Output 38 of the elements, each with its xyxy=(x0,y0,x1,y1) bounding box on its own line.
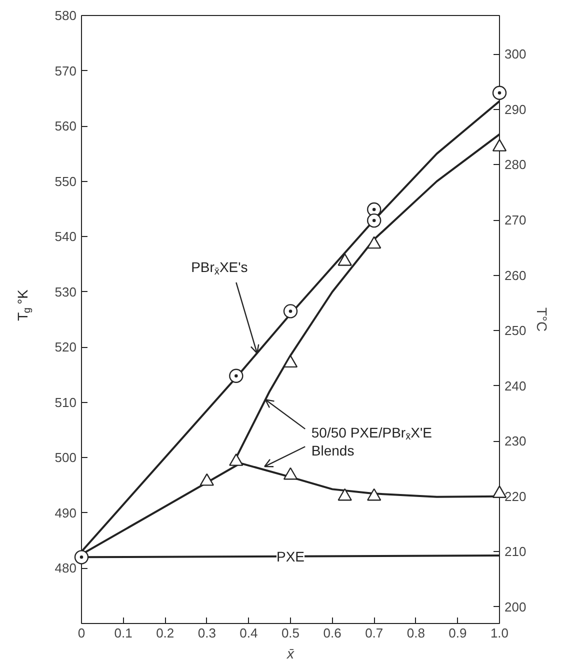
x-tick-label: 0.9 xyxy=(448,626,467,640)
y2-tick-label: 250 xyxy=(504,323,526,338)
y2-tick-label: 260 xyxy=(504,268,526,283)
y-tick-label: 510 xyxy=(54,394,77,410)
x-tick-label: 0 xyxy=(78,626,86,640)
x-axis-title: x̄ xyxy=(286,646,295,662)
y2-tick-label: 220 xyxy=(504,488,526,504)
y2-tick-label: 300 xyxy=(504,46,526,62)
x-tick-label: 0.8 xyxy=(406,626,425,640)
y-tick-label: 490 xyxy=(54,505,77,520)
x-tick-label: 0.6 xyxy=(323,626,342,640)
y2-tick-label: 280 xyxy=(504,157,526,172)
x-tick-label: 0.4 xyxy=(240,626,258,640)
series-label: PXE xyxy=(276,548,305,564)
y2-tick-label: 270 xyxy=(504,212,526,228)
y2-axis-title: T°C xyxy=(534,307,550,332)
x-tick-label: 0.7 xyxy=(365,626,384,640)
y-tick-label: 480 xyxy=(54,560,77,576)
y2-tick-label: 210 xyxy=(504,544,526,560)
y2-tick-label: 290 xyxy=(504,102,526,117)
y2-tick-label: 240 xyxy=(504,378,526,394)
y-tick-label: 540 xyxy=(54,229,77,244)
x-tick-label: 1.0 xyxy=(490,626,509,640)
x-tick-label: 0.3 xyxy=(198,626,216,640)
y-tick-label: 560 xyxy=(54,118,77,134)
annotation: Blends xyxy=(311,442,354,458)
y2-tick-label: 230 xyxy=(504,434,526,449)
y-tick-label: 550 xyxy=(54,174,77,189)
y2-tick-label: 200 xyxy=(504,599,526,614)
y-tick-label: 580 xyxy=(54,8,77,23)
y-tick-label: 570 xyxy=(54,63,77,78)
x-tick-label: 0.2 xyxy=(156,626,174,640)
y-tick-label: 530 xyxy=(54,284,77,300)
x-tick-label: 0.1 xyxy=(114,626,132,640)
x-tick-label: 0.5 xyxy=(281,626,300,640)
y-axis-title: Tg °K xyxy=(14,288,33,321)
y-tick-label: 500 xyxy=(54,450,77,466)
y-tick-label: 520 xyxy=(54,340,77,355)
